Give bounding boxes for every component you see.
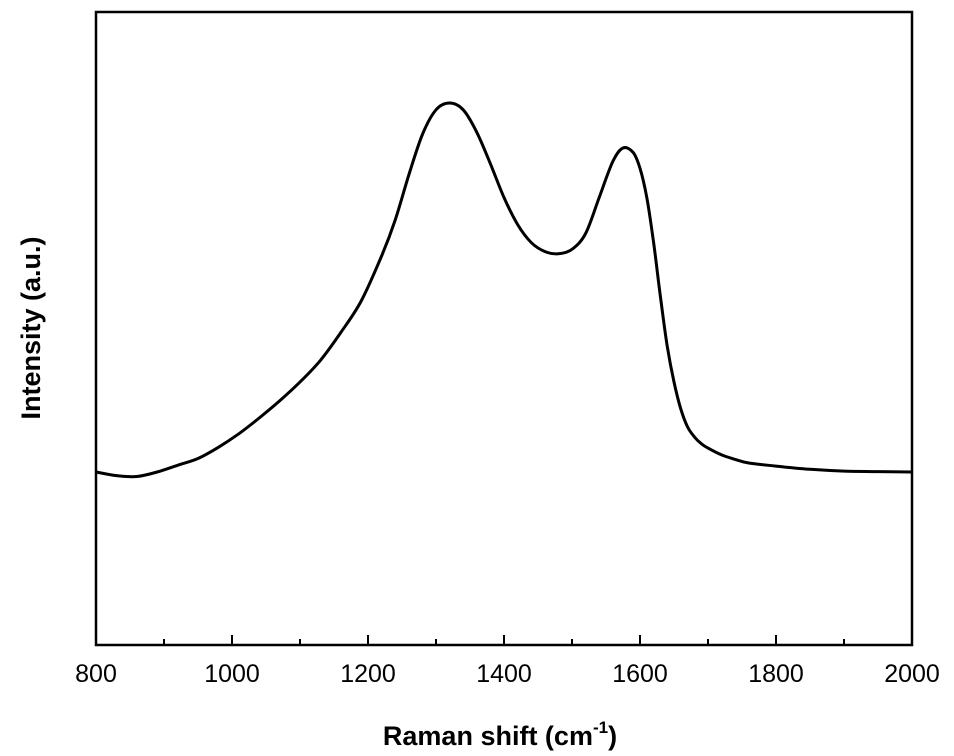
- x-axis-ticks: [95, 635, 913, 645]
- plot-frame: [94, 10, 914, 647]
- x-tick-label: 1800: [748, 660, 804, 688]
- series-line-0: [95, 101, 913, 479]
- x-axis-title-close: ): [608, 721, 617, 751]
- x-axis-tick-labels: 800 1000 1200 1400 1600 1800 2000: [75, 660, 940, 688]
- x-tick-label: 1000: [204, 660, 260, 688]
- plot-area: [94, 10, 914, 647]
- x-tick-label: 800: [75, 660, 117, 688]
- x-tick-label: 1400: [476, 660, 532, 688]
- x-axis-title: Raman shift (cm-1): [383, 718, 617, 751]
- x-axis-title-superscript: -1: [593, 718, 608, 737]
- x-tick-label: 2000: [884, 660, 940, 688]
- x-tick-label: 1600: [612, 660, 668, 688]
- y-axis-title: Intensity (a.u.): [16, 236, 46, 419]
- x-tick-label: 1200: [340, 660, 396, 688]
